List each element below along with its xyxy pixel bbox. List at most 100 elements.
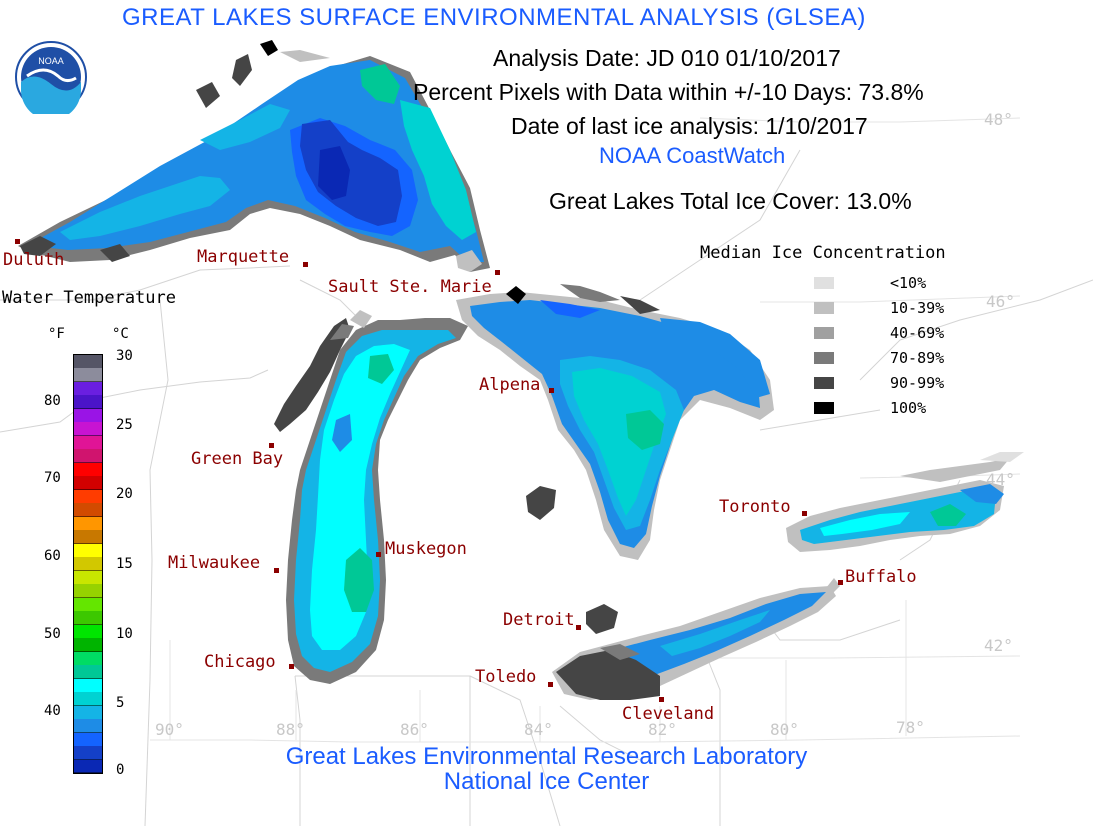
colorbar-segment xyxy=(74,651,102,666)
colorbar-segment xyxy=(74,746,102,760)
city-marker-marquette xyxy=(303,262,308,267)
lake-st-clair xyxy=(586,604,618,634)
f-tick: 40 xyxy=(44,703,61,719)
f-tick: 50 xyxy=(44,626,61,642)
city-label-buffalo: Buffalo xyxy=(845,567,917,587)
city-marker-muskegon xyxy=(376,552,381,557)
colorbar-segment xyxy=(74,678,102,693)
colorbar-segment xyxy=(74,381,102,396)
ice-legend-label: 90-99% xyxy=(890,374,945,392)
colorbar-segment xyxy=(74,624,102,639)
city-label-muskegon: Muskegon xyxy=(385,539,467,559)
city-label-detroit: Detroit xyxy=(503,610,575,630)
lake-erie xyxy=(552,586,836,700)
colorbar-segment xyxy=(74,449,102,464)
city-label-sault-ste-marie: Sault Ste. Marie xyxy=(328,277,492,297)
f-tick: 80 xyxy=(44,393,61,409)
colorbar-segment xyxy=(74,665,102,680)
city-label-duluth: Duluth xyxy=(3,250,65,270)
colorbar-segment xyxy=(74,557,102,572)
ice-legend: <10% 10-39% 40-69% 70-89% 90-99% 100% xyxy=(814,274,994,427)
lon-label: 84° xyxy=(524,720,553,739)
temp-colorbar xyxy=(73,354,103,774)
colorbar-segment xyxy=(74,476,102,491)
city-label-milwaukee: Milwaukee xyxy=(168,553,261,573)
colorbar-segment xyxy=(74,368,102,383)
c-tick: 30 xyxy=(116,348,133,364)
ice-legend-swatch xyxy=(814,302,834,314)
c-tick: 5 xyxy=(116,695,125,711)
ice-legend-swatch xyxy=(814,377,834,389)
city-label-cleveland: Cleveland xyxy=(622,704,715,724)
colorbar-segment xyxy=(74,638,102,653)
colorbar-segment xyxy=(74,732,102,747)
ice-legend-swatch xyxy=(814,402,834,414)
temp-unit-c: °C xyxy=(112,326,129,342)
colorbar-segment xyxy=(74,759,102,773)
colorbar-segment xyxy=(74,611,102,626)
city-marker-milwaukee xyxy=(274,568,279,573)
city-label-toledo: Toledo xyxy=(475,667,537,687)
lat-label: 46° xyxy=(986,292,1015,311)
lon-label: 82° xyxy=(648,720,677,739)
colorbar-segment xyxy=(74,435,102,450)
temp-unit-f: °F xyxy=(48,326,65,342)
c-tick: 15 xyxy=(116,556,133,572)
last-ice-analysis-date: Date of last ice analysis: 1/10/2017 xyxy=(511,113,868,139)
lake-ontario xyxy=(786,452,1024,552)
coastwatch-label: NOAA CoastWatch xyxy=(599,143,786,168)
colorbar-segment xyxy=(74,489,102,504)
niagara-river xyxy=(826,578,840,594)
lake-michigan xyxy=(274,310,468,684)
city-marker-toledo xyxy=(548,682,553,687)
city-label-toronto: Toronto xyxy=(719,497,791,517)
city-label-alpena: Alpena xyxy=(479,375,541,395)
lake-superior xyxy=(18,40,490,272)
colorbar-segment xyxy=(74,570,102,585)
noaa-logo: NOAA xyxy=(15,41,87,114)
lake-huron xyxy=(456,284,774,560)
city-marker-buffalo xyxy=(838,580,843,585)
lon-label: 80° xyxy=(770,720,799,739)
city-marker-detroit xyxy=(576,625,581,630)
colorbar-segment xyxy=(74,530,102,545)
ice-legend-swatch xyxy=(814,277,834,289)
colorbar-segment xyxy=(74,543,102,558)
temp-legend-title: Water Temperature xyxy=(2,288,176,308)
colorbar-segment xyxy=(74,705,102,720)
colorbar-segment xyxy=(74,503,102,518)
colorbar-segment xyxy=(74,719,102,734)
ice-legend-label: 40-69% xyxy=(890,324,945,342)
ice-legend-label: 70-89% xyxy=(890,349,945,367)
city-marker-green-bay xyxy=(269,443,274,448)
city-label-marquette: Marquette xyxy=(197,247,290,267)
colorbar-segment xyxy=(74,597,102,612)
colorbar-segment xyxy=(74,584,102,599)
lat-label: 44° xyxy=(986,470,1015,489)
colorbar-segment xyxy=(74,422,102,437)
city-marker-toronto xyxy=(802,511,807,516)
city-marker-alpena xyxy=(549,388,554,393)
city-marker-sault-ste-marie xyxy=(495,270,500,275)
colorbar-segment xyxy=(74,355,102,369)
ice-legend-label: <10% xyxy=(890,274,927,292)
footer-nic: National Ice Center xyxy=(443,768,650,795)
lat-label: 48° xyxy=(984,110,1013,129)
colorbar-segment xyxy=(74,408,102,423)
f-tick: 60 xyxy=(44,548,61,564)
c-tick: 20 xyxy=(116,486,133,502)
city-marker-duluth xyxy=(15,239,20,244)
lon-label: 90° xyxy=(155,720,184,739)
footer-glerl: Great Lakes Environmental Research Labor… xyxy=(285,743,808,770)
city-label-chicago: Chicago xyxy=(204,652,276,672)
colorbar-segment xyxy=(74,692,102,707)
lon-label: 78° xyxy=(896,718,925,737)
lon-label: 88° xyxy=(276,720,305,739)
f-tick: 70 xyxy=(44,470,61,486)
city-marker-chicago xyxy=(289,664,294,669)
lat-label: 42° xyxy=(984,636,1013,655)
ice-legend-swatch xyxy=(814,327,834,339)
c-tick: 25 xyxy=(116,417,133,433)
